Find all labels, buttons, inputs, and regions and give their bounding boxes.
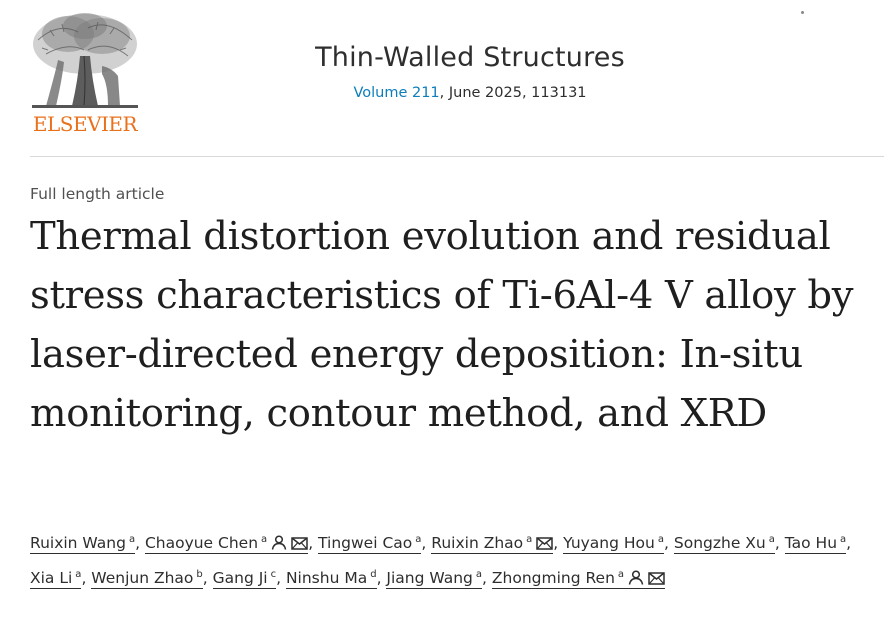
journal-issue-info: Volume 211, June 2025, 113131: [260, 85, 680, 101]
author-link[interactable]: Ruixin Wang a: [30, 533, 136, 554]
author-link[interactable]: Jiang Wang a: [386, 568, 483, 589]
affiliation-marker: a: [657, 533, 665, 545]
author-separator: ,: [202, 569, 213, 587]
author-name: Ruixin Zhao: [431, 534, 524, 552]
envelope-icon: [536, 529, 554, 562]
author-name: Tao Hu: [784, 534, 838, 552]
author-separator: ,: [276, 569, 286, 587]
envelope-icon: [648, 564, 665, 597]
author-name: Yuyang Hou: [563, 534, 655, 552]
affiliation-marker: a: [261, 533, 268, 545]
author-separator: ,: [421, 534, 432, 552]
author-separator: ,: [774, 534, 785, 552]
affiliation-marker: a: [526, 533, 533, 545]
affiliation-marker: b: [196, 568, 203, 580]
volume-link[interactable]: Volume 211: [353, 85, 440, 101]
affiliation-marker: a: [128, 533, 136, 545]
author-separator: ,: [846, 534, 852, 552]
elsevier-tree-icon: [32, 13, 138, 108]
author-link[interactable]: Ruixin Zhao a: [431, 533, 554, 554]
author-name: Ninshu Ma: [285, 569, 368, 587]
header-divider: [30, 156, 884, 157]
author-separator: ,: [308, 534, 319, 552]
issue-details: , June 2025, 113131: [439, 85, 587, 101]
journal-info: Thin-Walled Structures Volume 211, June …: [260, 42, 680, 101]
author-link[interactable]: Wenjun Zhao b: [91, 568, 203, 589]
affiliation-marker: c: [270, 568, 277, 580]
affiliation-marker: a: [768, 533, 775, 545]
author-separator: ,: [135, 534, 145, 552]
author-link[interactable]: Xia Li a: [30, 568, 82, 589]
author-link[interactable]: Tingwei Cao a: [318, 533, 422, 554]
elsevier-wordmark: ELSEVIER: [32, 112, 138, 136]
affiliation-marker: a: [75, 568, 82, 580]
affiliation-marker: a: [475, 568, 483, 580]
author-name: Xia Li: [30, 569, 73, 587]
author-link[interactable]: Chaoyue Chen a: [144, 533, 309, 554]
article-title: Thermal distortion evolution and residua…: [30, 214, 854, 436]
author-separator: ,: [664, 534, 674, 552]
author-link[interactable]: Tao Hu a: [784, 533, 847, 554]
person-icon: [271, 529, 287, 562]
journal-title[interactable]: Thin-Walled Structures: [315, 42, 625, 73]
author-name: Chaoyue Chen: [144, 534, 259, 552]
author-name: Wenjun Zhao: [91, 569, 194, 587]
author-name: Jiang Wang: [386, 569, 473, 587]
author-name: Zhongming Ren: [491, 569, 615, 587]
author-separator: ,: [376, 569, 387, 587]
affiliation-marker: a: [617, 568, 625, 580]
author-link[interactable]: Yuyang Hou a: [563, 533, 665, 554]
author-name: Tingwei Cao: [318, 534, 413, 552]
elsevier-logo[interactable]: ELSEVIER: [28, 10, 142, 136]
menu-dot-icon: [801, 11, 804, 14]
person-icon: [628, 564, 644, 597]
author-link[interactable]: Gang Ji c: [212, 568, 277, 589]
author-list: Ruixin Wang a, Chaoyue Chen a, Tingwei Cao…: [30, 527, 880, 597]
author-name: Songzhe Xu: [673, 534, 766, 552]
affiliation-marker: d: [370, 568, 377, 580]
author-link[interactable]: Songzhe Xu a: [673, 533, 775, 554]
article-header: ELSEVIER Thin-Walled Structures Volume 2…: [0, 0, 896, 156]
author-link[interactable]: Ninshu Ma d: [285, 568, 377, 589]
author-link[interactable]: Zhongming Ren a: [491, 568, 666, 589]
affiliation-marker: a: [840, 533, 847, 545]
envelope-icon: [291, 529, 308, 562]
author-separator: ,: [482, 569, 492, 587]
author-separator: ,: [553, 534, 564, 552]
author-name: Ruixin Wang: [30, 534, 126, 552]
author-separator: ,: [81, 569, 92, 587]
author-name: Gang Ji: [212, 569, 268, 587]
article-type: Full length article: [30, 185, 165, 203]
affiliation-marker: a: [415, 533, 422, 545]
